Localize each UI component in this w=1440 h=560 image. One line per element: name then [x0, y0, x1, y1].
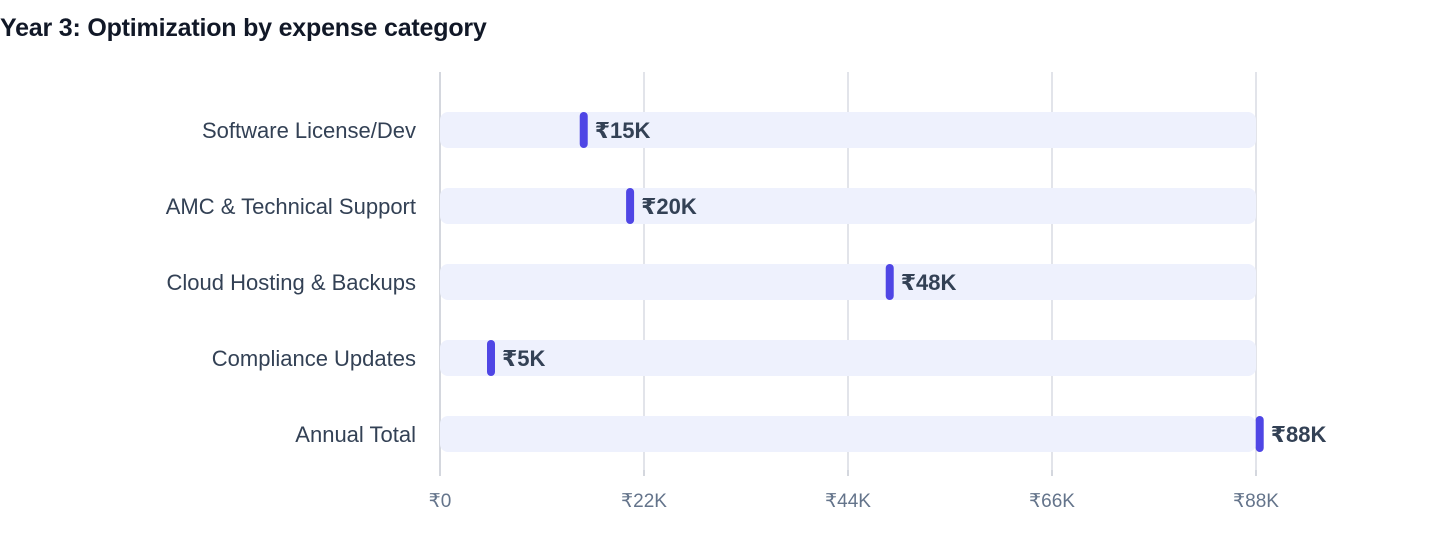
category-labels: Software License/Dev AMC & Technical Supp…	[166, 118, 416, 447]
bar-marker	[626, 188, 635, 224]
chart-title: Year 3: Optimization by expense category	[0, 14, 487, 42]
x-tick-label: ₹0	[429, 491, 452, 512]
bar-track	[440, 416, 1256, 452]
category-label: Annual Total	[295, 422, 416, 447]
bar-track	[440, 264, 1256, 300]
bar-track	[440, 188, 1256, 224]
value-labels: ₹15K ₹20K ₹48K ₹5K ₹88K	[502, 118, 1326, 447]
bar-marker	[1255, 416, 1264, 452]
category-label: Software License/Dev	[202, 118, 416, 143]
x-axis-ticks: ₹0 ₹22K ₹44K ₹66K ₹88K	[429, 491, 1280, 512]
value-label: ₹88K	[1271, 422, 1327, 447]
x-tick-label: ₹22K	[621, 491, 667, 512]
bar-tracks	[440, 112, 1256, 452]
category-label: AMC & Technical Support	[166, 194, 416, 219]
x-tick-label: ₹44K	[825, 491, 871, 512]
x-tick-label: ₹88K	[1233, 491, 1279, 512]
value-label: ₹15K	[595, 118, 651, 143]
bar-track	[440, 340, 1256, 376]
value-label: ₹5K	[502, 346, 546, 371]
bar-marker	[579, 112, 588, 148]
bar-track	[440, 112, 1256, 148]
value-label: ₹20K	[641, 194, 697, 219]
category-label: Cloud Hosting & Backups	[167, 270, 416, 295]
x-tick-label: ₹66K	[1029, 491, 1075, 512]
value-label: ₹48K	[901, 270, 957, 295]
bar-marker	[885, 264, 894, 300]
value-markers	[487, 112, 1264, 452]
category-label: Compliance Updates	[212, 346, 416, 371]
bar-marker	[487, 340, 495, 376]
